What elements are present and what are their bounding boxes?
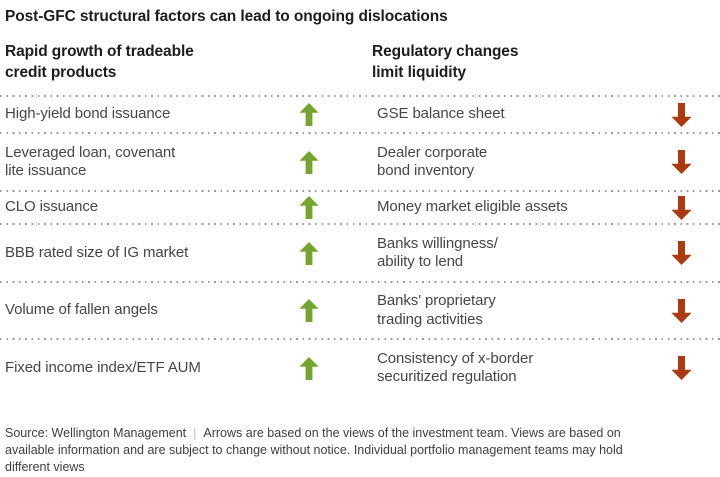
separator: |: [193, 426, 197, 440]
factor-label: Banks willingness/ ability to lend: [377, 234, 498, 271]
source-label: Source: Wellington Management: [5, 426, 187, 440]
factor-label: BBB rated size of IG market: [5, 243, 189, 261]
table-row: BBB rated size of IG market Banks willin…: [0, 225, 720, 281]
factor-label: Consistency of x-border securitized regu…: [377, 349, 534, 386]
column-headers: Rapid growth of tradeable credit product…: [0, 41, 720, 83]
factor-label: Dealer corporate bond inventory: [377, 143, 488, 180]
page-title: Post-GFC structural factors can lead to …: [5, 8, 448, 25]
table-row: High-yield bond issuance GSE balance she…: [0, 97, 720, 132]
factor-label: Money market eligible assets: [377, 198, 568, 216]
disclaimer-text: Arrows are based on the views of the inv…: [5, 426, 623, 474]
table-row: Volume of fallen angels Banks' proprieta…: [0, 283, 720, 338]
factor-label: Leveraged loan, covenant lite issuance: [5, 143, 176, 180]
up-arrow-icon: [287, 299, 330, 322]
down-arrow-icon: [659, 102, 703, 127]
up-arrow-icon: [287, 150, 330, 174]
table-row: Fixed income index/ETF AUM Consistency o…: [0, 340, 720, 396]
table-row: Leveraged loan, covenant lite issuance D…: [0, 134, 720, 190]
factor-label: High-yield bond issuance: [5, 105, 171, 123]
up-arrow-icon: [287, 103, 330, 126]
dotted-divider: [0, 223, 720, 225]
factor-label: CLO issuance: [5, 198, 99, 216]
down-arrow-icon: [659, 150, 703, 174]
source-note: Source: Wellington Management | Arrows are…: [0, 425, 708, 476]
factors-table: High-yield bond issuance GSE balance she…: [0, 95, 720, 396]
dotted-divider: [0, 338, 720, 340]
down-arrow-icon: [659, 356, 703, 380]
factor-label: Banks' proprietary trading activities: [377, 292, 496, 328]
dotted-divider: [0, 281, 720, 283]
dotted-divider: [0, 132, 720, 134]
right-column-header: Regulatory changes limit liquidity: [372, 43, 519, 81]
down-arrow-icon: [659, 241, 703, 265]
up-arrow-icon: [287, 196, 330, 219]
factor-label: GSE balance sheet: [377, 105, 505, 123]
dotted-divider: [0, 95, 720, 97]
table-row: CLO issuance Money market eligible asset…: [0, 192, 720, 223]
up-arrow-icon: [287, 241, 330, 265]
down-arrow-icon: [659, 298, 703, 323]
left-column-header: Rapid growth of tradeable credit product…: [5, 43, 194, 81]
down-arrow-icon: [659, 195, 703, 220]
up-arrow-icon: [287, 356, 330, 380]
dotted-divider: [0, 190, 720, 192]
factor-label: Volume of fallen angels: [5, 301, 158, 319]
factor-label: Fixed income index/ETF AUM: [5, 358, 201, 376]
